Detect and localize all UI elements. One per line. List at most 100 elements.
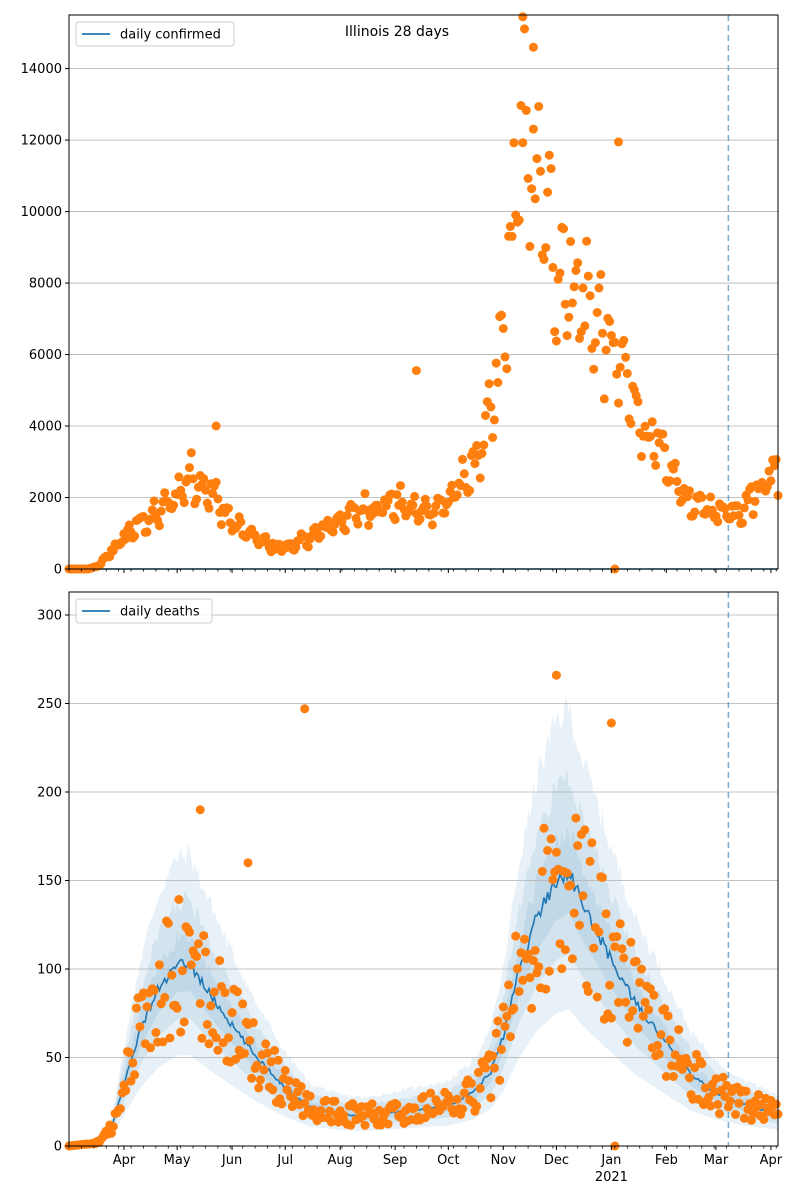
confirmed-point: [477, 448, 487, 458]
confirmed-point: [567, 298, 577, 308]
deaths-point: [683, 1058, 693, 1068]
confirmed-point: [481, 411, 490, 420]
confirmed-point: [192, 494, 202, 504]
confirmed-point: [328, 527, 338, 537]
deaths-point: [282, 1085, 292, 1095]
deaths-point: [622, 1037, 632, 1047]
confirmed-point: [651, 460, 661, 470]
deaths-point: [466, 1078, 476, 1088]
confirmed-point: [156, 506, 166, 516]
confirmed-point: [500, 352, 510, 362]
deaths-point: [560, 945, 570, 955]
deaths-point: [594, 927, 604, 937]
deaths-point: [637, 964, 646, 974]
confirmed-point: [124, 520, 134, 530]
confirmed-point: [174, 472, 184, 482]
deaths-point: [392, 1100, 402, 1110]
deaths-y-tick-label: 100: [37, 963, 62, 978]
deaths-point: [151, 1028, 161, 1037]
confirmed-point: [541, 243, 551, 253]
deaths-point: [573, 841, 583, 851]
deaths-point: [644, 1005, 654, 1015]
deaths-point: [527, 1003, 537, 1013]
deaths-point: [555, 939, 565, 949]
deaths-point: [598, 872, 607, 882]
deaths-point: [656, 1030, 666, 1040]
confirmed-y-tick-label: 0: [54, 563, 62, 578]
deaths-point: [575, 920, 584, 930]
confirmed-point: [560, 299, 570, 309]
confirmed-point: [507, 231, 517, 241]
x-month-label: Mar: [704, 1153, 729, 1168]
deaths-point: [263, 1048, 272, 1058]
deaths-point: [284, 1076, 294, 1086]
confirmed-point: [739, 503, 749, 513]
confirmed-point: [447, 480, 457, 490]
deaths-point: [690, 1063, 700, 1073]
confirmed-legend: daily confirmed: [75, 21, 235, 47]
deaths-point: [654, 1049, 664, 1059]
deaths-point: [227, 1008, 237, 1018]
deaths-point: [585, 856, 595, 866]
deaths-point: [488, 1051, 498, 1061]
confirmed-point: [594, 283, 604, 293]
confirmed-point: [185, 463, 194, 473]
deaths-point: [665, 1035, 675, 1045]
confirmed-point: [645, 432, 655, 441]
deaths-point: [601, 909, 611, 919]
deaths-point: [628, 1006, 638, 1016]
confirmed-point: [211, 477, 221, 487]
confirmed-point: [575, 333, 584, 343]
confirmed-point: [706, 492, 716, 502]
confirmed-point: [589, 364, 599, 374]
deaths-point: [677, 1064, 687, 1074]
deaths-y-tick-label: 0: [54, 1140, 62, 1155]
confirmed-point: [527, 184, 537, 194]
deaths-legend-label: daily deaths: [120, 605, 200, 620]
deaths-legend-box: [75, 598, 213, 624]
deaths-point: [548, 875, 558, 885]
deaths-point: [614, 997, 623, 1007]
deaths-point: [248, 1018, 258, 1028]
confirmed-point: [422, 501, 432, 511]
confirmed-point: [599, 394, 609, 404]
deaths-point: [146, 1043, 155, 1053]
deaths-point: [610, 942, 620, 952]
confirmed-point: [323, 515, 333, 525]
confirmed-point: [491, 358, 501, 368]
deaths-point: [339, 1110, 349, 1120]
confirmed-point: [523, 174, 533, 183]
deaths-point: [557, 964, 567, 974]
deaths-point: [544, 966, 554, 976]
deaths-point: [220, 988, 230, 998]
deaths-point: [419, 1092, 428, 1101]
deaths-point: [197, 1033, 207, 1043]
deaths-point: [296, 1082, 306, 1091]
confirmed-point: [360, 489, 370, 499]
deaths-chart: 0 50 100 150 200 250 300 Apr May Jun Jul Aug Sep Oct…: [37, 591, 783, 1185]
deaths-point: [606, 1013, 616, 1023]
confirmed-point: [637, 452, 646, 461]
confirmed-point: [342, 510, 352, 520]
confirmed-point: [121, 534, 131, 544]
deaths-point: [489, 1063, 499, 1073]
confirmed-point: [509, 138, 519, 148]
x-month-label: Apr: [760, 1153, 783, 1168]
confirmed-point: [475, 473, 485, 483]
confirmed-point: [697, 492, 707, 502]
deaths-point: [718, 1072, 728, 1082]
deaths-point: [142, 1002, 152, 1012]
confirmed-point: [397, 497, 407, 507]
confirmed-point: [580, 321, 590, 331]
confirmed-point: [647, 417, 657, 427]
deaths-point: [626, 937, 636, 947]
deaths-point: [481, 1063, 490, 1073]
confirmed-point: [179, 498, 189, 508]
deaths-point: [486, 1093, 496, 1103]
deaths-point: [273, 1055, 283, 1065]
deaths-point: [163, 918, 173, 928]
confirmed-point: [748, 510, 758, 520]
deaths-point: [213, 1045, 223, 1055]
confirmed-point: [571, 265, 581, 275]
confirmed-point: [585, 291, 595, 301]
